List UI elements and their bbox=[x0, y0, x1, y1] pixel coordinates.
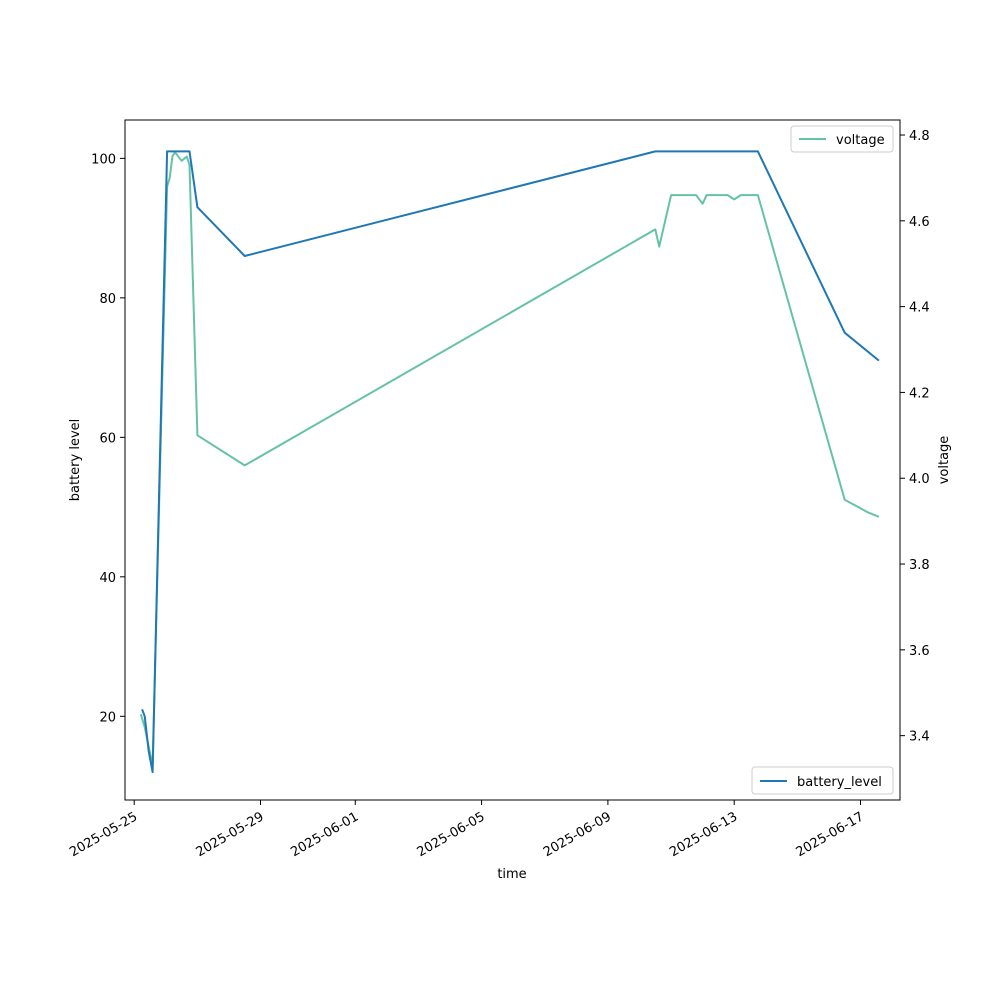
legend-voltage: voltage bbox=[790, 125, 894, 153]
right-y-tick-label: 4.0 bbox=[909, 472, 930, 487]
right-y-tick-label: 3.8 bbox=[909, 558, 930, 573]
plot-frame bbox=[124, 119, 901, 801]
right-y-tick-label: 3.6 bbox=[909, 644, 930, 659]
series-layer bbox=[139, 150, 880, 774]
legend-voltage-label: voltage bbox=[836, 133, 885, 148]
right-y-axis: 3.4 3.6 3.8 4.0 4.2 4.4 4.6 4.8 bbox=[900, 129, 930, 745]
right-y-tick-label: 4.4 bbox=[909, 301, 930, 316]
x-axis-label: time bbox=[497, 867, 526, 882]
left-y-tick-label: 80 bbox=[99, 292, 116, 307]
legend-voltage-frame bbox=[790, 125, 894, 153]
left-y-tick-label: 20 bbox=[99, 710, 116, 725]
left-y-axis: 20 40 60 80 100 bbox=[91, 152, 125, 725]
series-line-voltage bbox=[139, 151, 880, 767]
series-line-battery-level bbox=[141, 150, 880, 774]
left-y-axis-label: battery level bbox=[68, 419, 83, 502]
left-y-tick-label: 40 bbox=[99, 571, 116, 586]
right-y-tick-label: 3.4 bbox=[909, 730, 930, 745]
legend-battery-level: battery_level bbox=[751, 766, 894, 795]
left-y-tick-label: 100 bbox=[91, 152, 116, 167]
right-y-axis-label: voltage bbox=[937, 436, 952, 485]
right-y-tick-label: 4.2 bbox=[909, 386, 930, 401]
left-y-tick-label: 60 bbox=[99, 431, 116, 446]
legend-battery-level-frame bbox=[751, 766, 894, 795]
legend-battery-level-label: battery_level bbox=[797, 775, 882, 790]
right-y-tick-label: 4.8 bbox=[909, 129, 930, 144]
right-y-tick-label: 4.6 bbox=[909, 215, 930, 230]
